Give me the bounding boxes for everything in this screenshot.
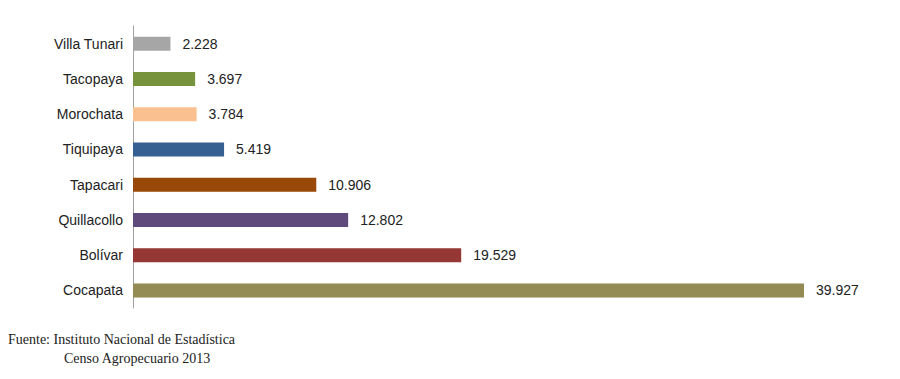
svg-text:3.697: 3.697	[207, 71, 242, 87]
svg-text:19.529: 19.529	[473, 247, 516, 263]
svg-text:39.927: 39.927	[816, 282, 859, 298]
svg-text:Fuente: Instituto Nacional de: Fuente: Instituto Nacional de Estadístic…	[8, 332, 236, 347]
svg-text:5.419: 5.419	[236, 141, 271, 157]
svg-text:2.228: 2.228	[182, 36, 217, 52]
svg-text:3.784: 3.784	[209, 106, 244, 122]
svg-text:12.802: 12.802	[360, 212, 403, 228]
svg-text:Tacopaya: Tacopaya	[63, 71, 123, 87]
svg-text:Cocapata: Cocapata	[63, 282, 123, 298]
svg-text:10.906: 10.906	[328, 177, 371, 193]
svg-text:Morochata: Morochata	[57, 106, 123, 122]
svg-text:Censo Agropecuario 2013: Censo Agropecuario 2013	[64, 351, 210, 366]
svg-text:Bolívar: Bolívar	[79, 247, 123, 263]
svg-text:Tapacari: Tapacari	[70, 177, 123, 193]
svg-text:Quillacollo: Quillacollo	[58, 212, 123, 228]
svg-text:Tiquipaya: Tiquipaya	[63, 141, 123, 157]
svg-text:Villa Tunari: Villa Tunari	[54, 36, 123, 52]
